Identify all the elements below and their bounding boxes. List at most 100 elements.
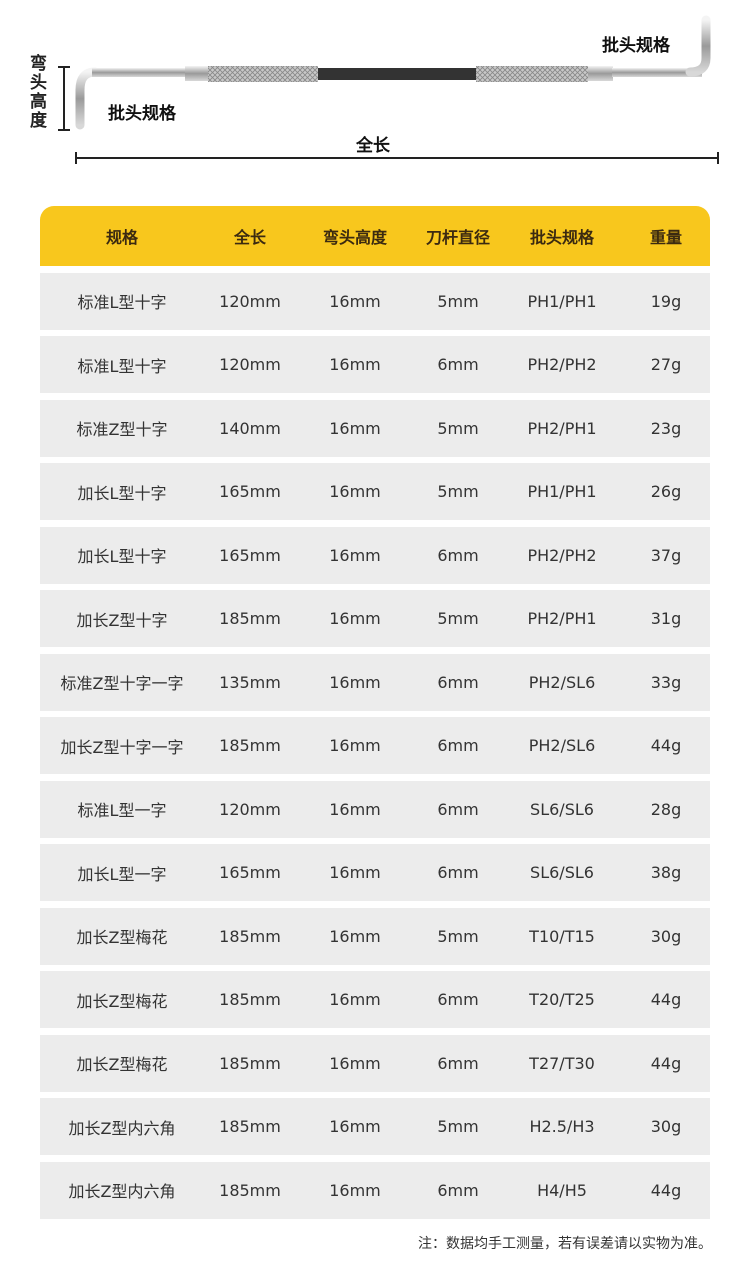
cell-shaft-diameter: 6mm: [437, 863, 479, 882]
cell-spec: 加长Z型十字: [76, 610, 168, 630]
cell-shaft-diameter: 5mm: [437, 482, 479, 501]
cell-weight: 23g: [650, 418, 682, 438]
table-row: 标准Z型十字一字 135mm 16mm 6mm PH2/SL6 33g: [40, 653, 710, 711]
bit-spec-label-left: 批头规格: [108, 104, 176, 124]
table-row: 加长Z型十字 185mm 16mm 5mm PH2/PH1 31g: [40, 590, 710, 647]
cell-length: 185mm: [219, 990, 281, 1009]
cell-shaft-diameter: 6mm: [437, 545, 479, 565]
cell-shaft-diameter: 5mm: [437, 291, 479, 311]
cell-bend-height: 16mm: [329, 1117, 381, 1136]
cell-length: 165mm: [219, 545, 281, 565]
screwdriver-illustration: [58, 15, 719, 164]
cell-shaft-diameter: 6mm: [437, 355, 479, 374]
cell-spec: 标准L型十字: [77, 356, 167, 376]
table-row: 加长Z型内六角 185mm 16mm 6mm H4/H5 44g: [40, 1161, 710, 1219]
spec-table: 规格 全长 弯头高度 刀杆直径 批头规格 重量 标准L型十字 120mm 16mm 5…: [40, 206, 710, 1219]
table-row: 加长Z型十字一字 185mm 16mm 6mm PH2/SL6 44g: [40, 717, 710, 774]
cell-weight: 44g: [650, 736, 682, 755]
header-shaft-diameter: 刀杆直径: [425, 228, 490, 247]
cell-shaft-diameter: 6mm: [437, 799, 479, 819]
cell-bend-height: 16mm: [329, 736, 381, 755]
table-row: 加长Z型梅花 185mm 16mm 6mm T27/T30 44g: [40, 1034, 710, 1092]
cell-spec: 加长L型十字: [77, 547, 167, 566]
cell-spec: 加长Z型梅花: [76, 1055, 168, 1074]
cell-length: 120mm: [219, 355, 281, 374]
cell-length: 140mm: [219, 418, 281, 438]
table-row: 加长L型一字 165mm 16mm 6mm SL6/SL6 38g: [40, 844, 710, 901]
cell-shaft-diameter: 5mm: [437, 609, 479, 628]
table-row: 加长Z型梅花 185mm 16mm 5mm T10/T15 30g: [40, 907, 710, 965]
cell-bit-spec: T27/T30: [529, 1053, 595, 1073]
table-row: 加长L型十字 165mm 16mm 6mm PH2/PH2 37g: [40, 526, 710, 584]
cell-bend-height: 16mm: [329, 418, 381, 438]
cell-length: 185mm: [219, 609, 281, 628]
header-spec: 规格: [105, 228, 138, 247]
cell-spec: 标准Z型十字: [76, 420, 168, 439]
cell-bit-spec: PH2/PH1: [527, 418, 597, 438]
cell-bit-spec: T20/T25: [529, 990, 595, 1009]
cell-weight: 38g: [650, 863, 682, 882]
cell-bit-spec: H2.5/H3: [529, 1117, 595, 1136]
cell-bend-height: 16mm: [329, 545, 381, 565]
header-bit-spec: 批头规格: [529, 228, 594, 247]
cell-weight: 31g: [650, 609, 682, 628]
cell-bit-spec: SL6/SL6: [530, 799, 594, 819]
cell-bit-spec: PH1/PH1: [527, 291, 597, 311]
cell-bend-height: 16mm: [329, 672, 381, 692]
cell-bend-height: 16mm: [329, 990, 381, 1009]
cell-spec: 标准Z型十字一字: [60, 674, 184, 693]
cell-shaft-diameter: 6mm: [437, 1180, 479, 1200]
cell-bend-height: 16mm: [329, 1180, 381, 1200]
cell-shaft-diameter: 5mm: [437, 1117, 479, 1136]
cell-spec: 加长Z型十字一字: [60, 737, 184, 757]
cell-bend-height: 16mm: [329, 926, 381, 946]
cell-bit-spec: PH2/SL6: [528, 736, 596, 755]
cell-bend-height: 16mm: [329, 1053, 381, 1073]
cell-bit-spec: H4/H5: [537, 1180, 587, 1200]
cell-bend-height: 16mm: [329, 355, 381, 374]
cell-shaft-diameter: 6mm: [437, 672, 479, 692]
table-row: 标准L型一字 120mm 16mm 6mm SL6/SL6 28g: [40, 780, 710, 838]
cell-length: 120mm: [219, 291, 281, 311]
cell-length: 135mm: [219, 672, 281, 692]
cell-weight: 44g: [650, 990, 682, 1009]
cell-weight: 44g: [650, 1053, 682, 1073]
cell-length: 185mm: [219, 736, 281, 755]
cell-shaft-diameter: 5mm: [437, 418, 479, 438]
table-header: 规格 全长 弯头高度 刀杆直径 批头规格 重量: [40, 206, 710, 266]
cell-length: 185mm: [219, 926, 281, 946]
cell-length: 185mm: [219, 1117, 281, 1136]
cell-spec: 加长Z型内六角: [68, 1118, 176, 1138]
cell-bit-spec: PH2/SL6: [528, 672, 596, 692]
header-length: 全长: [233, 228, 266, 247]
cell-length: 165mm: [219, 482, 281, 501]
cell-bit-spec: PH2/PH1: [527, 609, 597, 628]
cell-weight: 37g: [650, 545, 682, 565]
cell-weight: 26g: [650, 482, 682, 501]
bit-spec-label-right: 批头规格: [602, 36, 670, 56]
header-weight: 重量: [649, 228, 682, 247]
table-row: 加长L型十字 165mm 16mm 5mm PH1/PH1 26g: [40, 463, 710, 520]
cell-weight: 44g: [650, 1180, 682, 1200]
cell-spec: 加长L型一字: [77, 864, 167, 884]
table-row: 标准L型十字 120mm 16mm 6mm PH2/PH2 27g: [40, 336, 710, 393]
cell-bit-spec: SL6/SL6: [530, 863, 594, 882]
table-row: 标准Z型十字 140mm 16mm 5mm PH2/PH1 23g: [40, 399, 710, 457]
total-length-label: 全长: [356, 136, 390, 156]
table-row: 标准L型十字 120mm 16mm 5mm PH1/PH1 19g: [40, 272, 710, 330]
header-bend-height: 弯头高度: [322, 228, 387, 247]
cell-shaft-diameter: 6mm: [437, 990, 479, 1009]
cell-spec: 标准L型一字: [77, 801, 167, 820]
cell-spec: 加长Z型梅花: [76, 928, 168, 947]
cell-spec: 加长L型十字: [77, 483, 167, 503]
cell-bend-height: 16mm: [329, 863, 381, 882]
bend-height-label: 弯头高度: [30, 54, 47, 131]
cell-spec: 加长Z型梅花: [76, 991, 168, 1011]
cell-bit-spec: T10/T15: [529, 926, 595, 946]
cell-length: 185mm: [219, 1180, 281, 1200]
cell-length: 165mm: [219, 863, 281, 882]
cell-bit-spec: PH2/PH2: [527, 545, 597, 565]
cell-bend-height: 16mm: [329, 291, 381, 311]
cell-bend-height: 16mm: [329, 799, 381, 819]
footnote: 注：数据均手工测量，若有误差请以实物为准。: [418, 1236, 712, 1252]
